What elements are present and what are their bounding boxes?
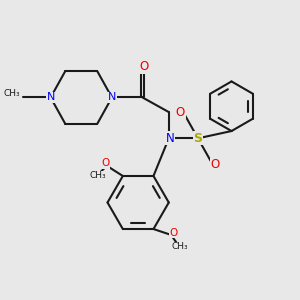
Text: N: N [46, 92, 55, 103]
Text: O: O [101, 158, 110, 168]
Text: N: N [166, 132, 175, 145]
Text: O: O [140, 60, 148, 74]
Text: CH₃: CH₃ [90, 172, 106, 181]
Text: O: O [170, 227, 178, 238]
Text: O: O [176, 106, 185, 118]
Text: O: O [211, 158, 220, 171]
Text: N: N [108, 92, 116, 103]
Text: CH₃: CH₃ [171, 242, 188, 251]
Text: CH₃: CH₃ [3, 88, 20, 98]
Text: S: S [194, 132, 202, 145]
